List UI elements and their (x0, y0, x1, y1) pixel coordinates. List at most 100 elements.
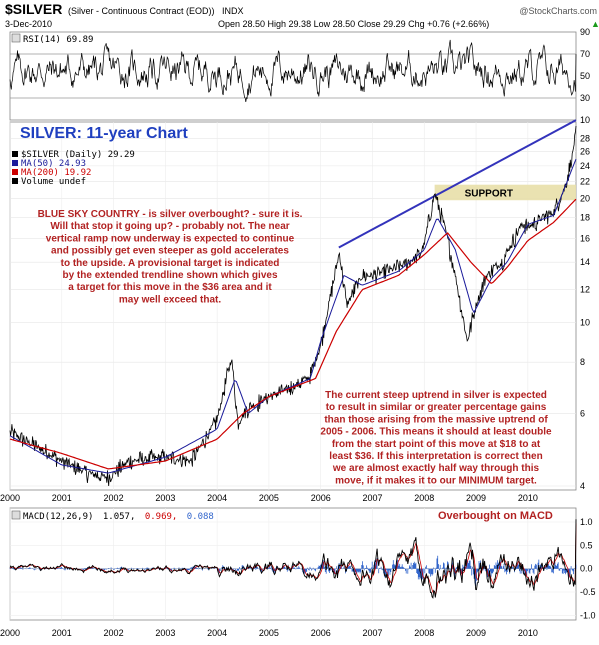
annotation-line: and possibly get even steeper as gold ac… (51, 246, 289, 257)
legend-swatch (12, 178, 18, 184)
annotation-top: BLUE SKY COUNTRY - is silver overbought?… (38, 209, 303, 305)
y-tick-label: 10 (580, 317, 590, 327)
x-tick-label: 2004 (207, 628, 227, 638)
watermark: @StockCharts.com (519, 6, 597, 16)
exchange: INDX (222, 6, 244, 16)
macd-signal-value: 0.969, (145, 512, 178, 522)
legend-entry: $SILVER (Daily) 29.29 (21, 150, 135, 160)
x-tick-label: 2010 (518, 628, 538, 638)
y-tick-label: 16 (580, 233, 590, 243)
annotation-line: than those arising from the massive uptr… (324, 414, 548, 425)
legend-entry: MA(200) 19.92 (21, 168, 91, 178)
annotation-line: by the extended trendline shown which gi… (62, 270, 277, 281)
x-tick-label: 2003 (155, 493, 175, 503)
price-line (9, 125, 577, 487)
x-tick-label: 2007 (362, 493, 382, 503)
x-tick-label: 2006 (311, 493, 331, 503)
rsi-toggle-icon (11, 33, 21, 43)
support-band (434, 184, 576, 201)
big-title: SILVER: 11-year Chart (20, 125, 188, 142)
annotation-line: to result in similar or greater percenta… (326, 402, 547, 413)
macd-line (9, 519, 577, 599)
legend-entry: MA(50) 24.93 (21, 159, 86, 169)
rsi-tick-label: 10 (580, 115, 590, 125)
macd-hist-value: 0.088 (187, 512, 214, 522)
y-tick-label: 8 (580, 357, 585, 367)
rsi-tick-label: 90 (580, 27, 590, 37)
rsi-tick-label: 50 (580, 71, 590, 81)
macd-tick-label: 0.5 (580, 540, 593, 550)
annotation-line: vertical ramp now underway is expected t… (46, 233, 295, 244)
y-tick-label: 12 (580, 285, 590, 295)
x-tick-label: 2009 (466, 493, 486, 503)
annotation-line: BLUE SKY COUNTRY - is silver overbought?… (38, 209, 303, 220)
macd-tick-label: -1.0 (580, 610, 596, 620)
macd-value: 1.057, (103, 512, 136, 522)
macd-label-prefix: MACD(12,26,9) (23, 512, 93, 522)
x-tick-label: 2008 (414, 628, 434, 638)
symbol: $SILVER (5, 1, 62, 17)
ma50-line (9, 158, 577, 474)
y-tick-label: 20 (580, 193, 590, 203)
main-panel: 28 26 24 22 20 18 16 14 12 10 8 6 4 SUPPORT SILVER: … (0, 119, 590, 503)
symbol-description: (Silver - Continuous Contract (EOD)) (68, 6, 215, 16)
macd-tick-label: 0.0 (580, 564, 593, 574)
legend-entry: Volume undef (21, 177, 86, 187)
x-tick-label: 2002 (104, 628, 124, 638)
y-tick-label: 28 (580, 133, 590, 143)
annotation-line: to the upside. A provisional target is i… (61, 258, 280, 269)
annotation-line: The current steep uptrend in silver is e… (325, 390, 547, 401)
annotation-line: 2005 - 2006. This means it should at lea… (320, 427, 552, 438)
rsi-panel: 90 70 50 30 10 RSI(14) 69.89 (9, 27, 590, 125)
up-arrow-icon: ▲ (591, 19, 599, 29)
trendline (338, 119, 577, 249)
annotation-line: from the start point of this move at $18… (332, 439, 541, 450)
x-tick-label: 2006 (311, 628, 331, 638)
x-tick-label: 2005 (259, 628, 279, 638)
macd-note: Overbought on MACD (438, 510, 553, 522)
rsi-line (9, 39, 577, 102)
annotation-line: a target for this move in the $36 area a… (68, 282, 272, 293)
rsi-tick-label: 30 (580, 93, 590, 103)
macd-label: MACD(12,26,9) 1.057, 0.969, 0.088 (23, 512, 214, 522)
legend-swatch (12, 151, 18, 157)
annotation-line: Will that stop it going up? - probably n… (50, 221, 289, 232)
y-tick-label: 26 (580, 147, 590, 157)
macd-panel: 1.0 0.5 0.0 -0.5 -1.0 MACD(12,26,9) 1.057, 0… (0, 507, 596, 638)
rsi-frame (9, 31, 577, 121)
x-tick-label: 2001 (52, 628, 72, 638)
x-tick-label: 2004 (207, 493, 227, 503)
x-tick-label: 2010 (518, 493, 538, 503)
date: 3-Dec-2010 (5, 19, 52, 29)
x-tick-label: 2005 (259, 493, 279, 503)
y-tick-label: 24 (580, 161, 590, 171)
x-tick-label: 2001 (52, 493, 72, 503)
y-tick-label: 22 (580, 176, 590, 186)
macd-toggle-icon (11, 510, 21, 520)
support-label: SUPPORT (465, 188, 513, 199)
annotation-line: may well exceed that. (119, 294, 221, 305)
annotation-line: we are almost exactly half way through t… (332, 463, 540, 474)
x-tick-label: 2000 (0, 628, 20, 638)
ma200-line (9, 198, 577, 470)
x-tick-label: 2009 (466, 628, 486, 638)
legend-swatch (12, 160, 18, 166)
rsi-label: RSI(14) 69.89 (23, 35, 93, 45)
x-tick-label: 2003 (155, 628, 175, 638)
y-tick-label: 6 (580, 409, 585, 419)
main-frame (9, 121, 577, 491)
macd-tick-label: 1.0 (580, 517, 593, 527)
x-tick-label: 2002 (104, 493, 124, 503)
annotation-line: move, if it makes it to our MINIMUM targ… (335, 475, 537, 486)
x-tick-label: 2008 (414, 493, 434, 503)
y-tick-label: 4 (580, 481, 585, 491)
y-tick-label: 18 (580, 212, 590, 222)
y-tick-label: 14 (580, 257, 590, 267)
x-tick-label: 2007 (362, 628, 382, 638)
x-tick-label: 2000 (0, 493, 20, 503)
rsi-tick-label: 70 (580, 49, 590, 59)
ohlc: Open 28.50 High 29.38 Low 28.50 Close 29… (218, 19, 489, 29)
macd-tick-label: -0.5 (580, 587, 596, 597)
